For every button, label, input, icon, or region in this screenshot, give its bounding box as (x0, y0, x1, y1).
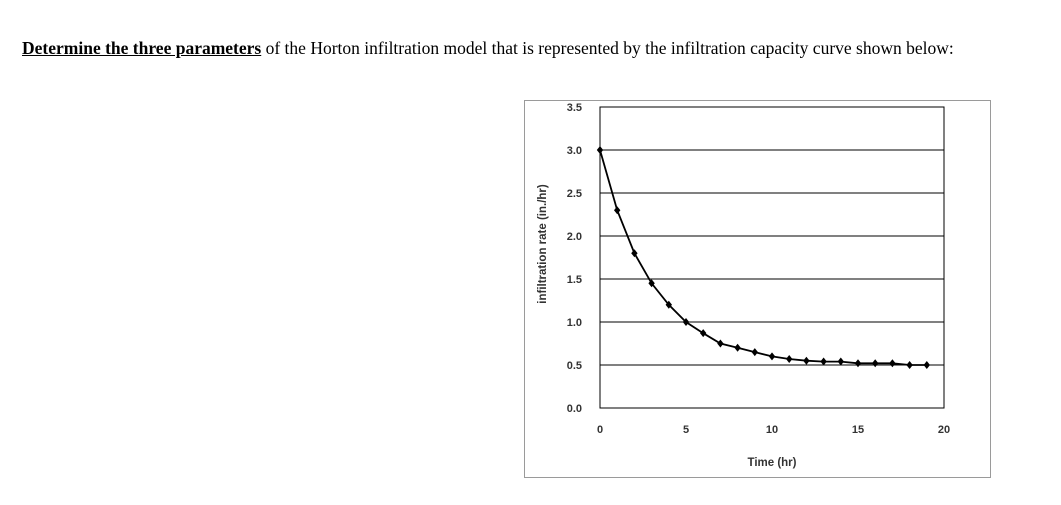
y-tick-label: 3.5 (567, 102, 582, 114)
y-tick-label: 2.5 (567, 188, 582, 200)
data-point (700, 329, 707, 338)
y-tick-label: 0.0 (567, 403, 582, 415)
problem-rest: of the Horton infiltration model that is… (261, 38, 954, 58)
data-point (682, 318, 690, 326)
data-point (596, 146, 604, 154)
data-point (820, 357, 827, 366)
problem-lead: Determine the three parameters (22, 38, 262, 58)
data-point (889, 359, 896, 368)
x-tick-label: 15 (852, 424, 864, 436)
data-point (854, 359, 862, 368)
y-tick-label: 2.0 (567, 231, 582, 243)
y-axis-label: infiltration rate (in./hr) (537, 184, 549, 304)
data-point (837, 357, 844, 366)
infiltration-chart: 0.0 0.5 1.0 1.5 2.0 2.5 3.0 3.5 0 5 10 15 20 Time (… (537, 102, 950, 469)
y-tick-label: 1.5 (567, 274, 582, 286)
x-tick-label: 0 (597, 424, 603, 436)
series-line (599, 149, 927, 366)
plot-area (599, 106, 945, 409)
data-point (923, 361, 930, 369)
x-axis-label: Time (hr) (748, 457, 797, 469)
data-point (768, 352, 776, 361)
data-point (872, 359, 879, 368)
data-point (906, 361, 913, 369)
x-tick-label: 10 (766, 424, 778, 436)
y-tick-label: 3.0 (567, 145, 582, 157)
data-point (614, 206, 621, 215)
data-point (786, 354, 793, 363)
x-tick-label: 5 (683, 424, 689, 436)
data-point (751, 348, 758, 357)
y-tick-label: 1.0 (567, 317, 582, 329)
chart-frame: 0.0 0.5 1.0 1.5 2.0 2.5 3.0 3.5 0 5 10 15 20 Time (… (524, 100, 991, 478)
x-tick-label: 20 (938, 424, 950, 436)
data-point (717, 339, 724, 348)
data-point (734, 343, 741, 352)
problem-statement: Determine the three parameters of the Ho… (22, 38, 1032, 59)
y-tick-label: 0.5 (567, 360, 582, 372)
data-point (803, 356, 810, 365)
